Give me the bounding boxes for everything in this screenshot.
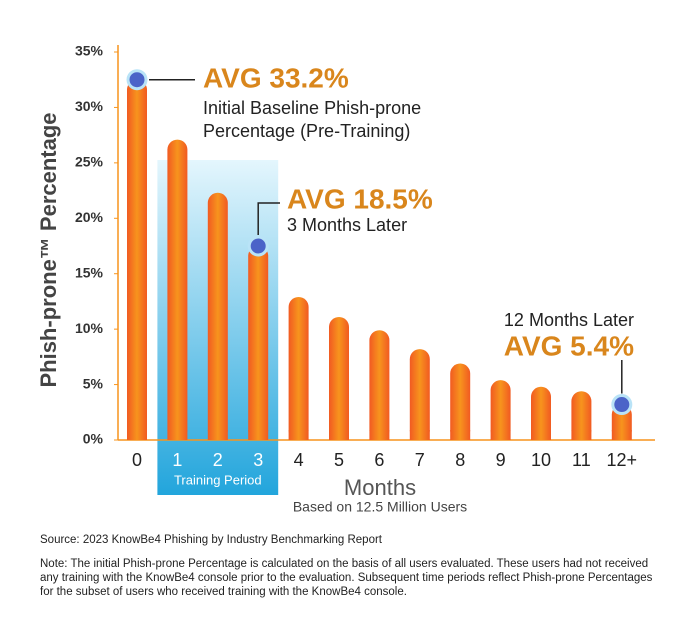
chart: Training Period 0% 5% 10% 15% 20% 25% 30% 35% Phi… <box>36 43 655 515</box>
x-tick-label: 7 <box>415 450 425 470</box>
y-tick-label: 20% <box>75 209 104 225</box>
annotation-headline: AVG 18.5% <box>287 183 433 214</box>
x-tick-label: 6 <box>374 450 384 470</box>
x-tick-label: 3 <box>253 450 263 470</box>
bar <box>490 380 511 440</box>
x-tick-label: 12+ <box>607 450 638 470</box>
bar-base <box>167 430 188 440</box>
x-tick-label: 5 <box>334 450 344 470</box>
y-tick-label: 25% <box>75 154 104 170</box>
bar <box>571 391 592 440</box>
x-axis-label: Months <box>344 475 416 500</box>
annotation-text: 12 Months Later <box>504 310 634 330</box>
bar-base <box>531 430 551 440</box>
bar-base <box>611 430 632 440</box>
source: Source: 2023 KnowBe4 Phishing by Industr… <box>40 534 383 546</box>
bar <box>369 330 390 440</box>
annotation-headline: AVG 33.2% <box>203 62 349 93</box>
x-tick-label: 2 <box>213 450 223 470</box>
y-tick-label: 35% <box>75 43 104 59</box>
training-period-label: Training Period <box>174 472 262 487</box>
bar-base <box>127 430 147 440</box>
y-tick-label: 10% <box>75 320 104 336</box>
annotation-text: Percentage (Pre-Training) <box>203 121 410 141</box>
highlight-dot <box>126 69 148 91</box>
bar <box>167 139 188 440</box>
x-tick-label: 8 <box>455 450 465 470</box>
bar <box>288 296 309 440</box>
bar-base <box>288 430 309 440</box>
bar <box>531 386 551 440</box>
y-axis-label: Phish-prone™ Percentage <box>36 112 61 387</box>
bar-base <box>207 430 228 440</box>
bar <box>409 349 430 440</box>
x-tick-label: 9 <box>496 450 506 470</box>
bar <box>450 363 471 440</box>
x-tick-label: 11 <box>572 450 591 470</box>
bar <box>207 192 228 440</box>
bar-base <box>248 430 269 440</box>
bar-base <box>450 430 471 440</box>
y-tick-label: 5% <box>83 375 104 391</box>
subtitle: Based on 12.5 Million Users <box>293 499 467 515</box>
bar <box>329 316 349 440</box>
x-tick-label: 0 <box>132 450 142 470</box>
y-tick-label: 15% <box>75 264 104 280</box>
x-tick-label: 4 <box>294 450 304 470</box>
x-tick-label: 10 <box>531 450 551 470</box>
highlight-dot <box>611 394 633 416</box>
x-tick-label: 1 <box>172 450 182 470</box>
note: Note: The initial Phish-prone Percentage… <box>40 558 653 598</box>
bar <box>248 246 269 440</box>
highlight-dot <box>247 235 269 257</box>
bar-base <box>409 430 430 440</box>
y-tick-label: 30% <box>75 98 104 114</box>
annotation-headline: AVG 5.4% <box>504 330 634 361</box>
bar-base <box>571 430 592 440</box>
leader <box>257 202 280 235</box>
bar-base <box>329 430 349 440</box>
annotation-text: Initial Baseline Phish-prone <box>203 98 421 118</box>
bar-base <box>369 430 390 440</box>
bar-base <box>490 430 511 440</box>
bar <box>127 79 147 440</box>
y-tick-label: 0% <box>83 431 104 447</box>
annotation-text: 3 Months Later <box>287 215 407 235</box>
